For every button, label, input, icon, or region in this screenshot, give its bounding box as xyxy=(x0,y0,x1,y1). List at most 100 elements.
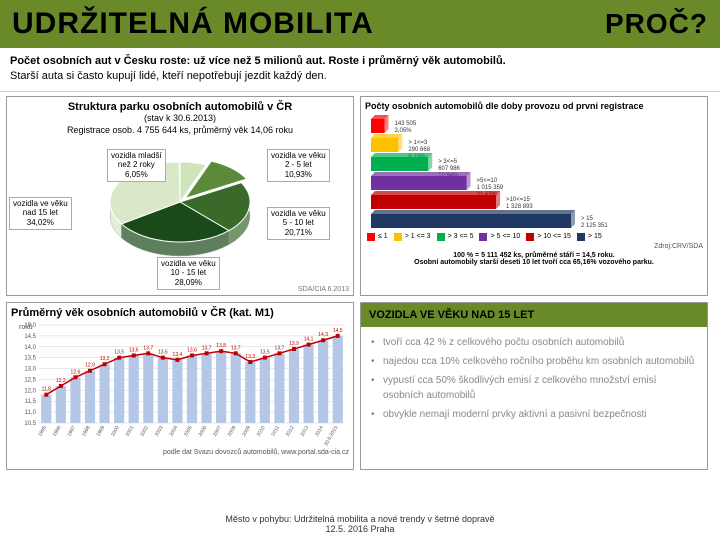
line-title: Průměrný věk osobních automobilů v ČR (k… xyxy=(11,307,349,319)
page-tag: PROČ? xyxy=(605,8,708,40)
bar-legend-item: > 15 xyxy=(577,233,602,241)
bar-bottom: 100 % = 5 111 452 ks, průměrné stáří = 1… xyxy=(365,252,703,266)
line-chart: Průměrný věk osobních automobilů v ČR (k… xyxy=(6,302,354,470)
svg-text:14,0: 14,0 xyxy=(24,345,36,351)
bar-legend-item: > 5 <= 10 xyxy=(479,233,520,241)
svg-text:2006: 2006 xyxy=(198,425,209,438)
svg-text:1996: 1996 xyxy=(52,425,63,438)
bar-credit: Zdroj:CRV/SDA xyxy=(365,243,703,250)
svg-text:13,5: 13,5 xyxy=(260,349,270,355)
pie-subtitle2: Registrace osob. 4 755 644 ks, průměrný … xyxy=(11,125,349,135)
svg-text:13,6: 13,6 xyxy=(187,347,197,353)
svg-text:1997: 1997 xyxy=(66,425,77,438)
svg-text:2004: 2004 xyxy=(168,425,179,438)
svg-text:13,9: 13,9 xyxy=(289,341,299,347)
svg-text:1998: 1998 xyxy=(81,425,92,438)
svg-text:2001: 2001 xyxy=(125,425,136,438)
svg-text:13,4: 13,4 xyxy=(173,352,183,358)
pie-label: vozidla ve věku10 - 15 let28,09% xyxy=(157,257,220,290)
bar-legend-item: > 3 <= 5 xyxy=(437,233,474,241)
bar-chart: Počty osobních automobilů dle doby provo… xyxy=(360,96,708,296)
line-credit: podle dat Svazu dovozců automobilů, www.… xyxy=(11,449,349,456)
svg-text:2002: 2002 xyxy=(139,425,150,438)
svg-text:1 015 359: 1 015 359 xyxy=(477,185,504,191)
footer-line1: Město v pohybu: Udržitelná mobilita a no… xyxy=(225,514,494,524)
pie-label: vozidla ve věkunad 15 let34,02% xyxy=(9,197,72,230)
pie-label: vozidla ve věku2 - 5 let10,93% xyxy=(267,149,330,182)
info-header: VOZIDLA VE VĚKU NAD 15 LET xyxy=(361,303,707,327)
line-svg: 10,511,011,512,012,513,013,514,014,515,0… xyxy=(11,319,351,449)
svg-text:13,7: 13,7 xyxy=(143,345,153,351)
svg-text:10,5: 10,5 xyxy=(24,421,36,427)
svg-text:14,3: 14,3 xyxy=(318,332,328,338)
svg-text:1 328 893: 1 328 893 xyxy=(506,204,533,210)
svg-text:12,0: 12,0 xyxy=(24,388,36,394)
svg-text:143 505: 143 505 xyxy=(395,121,417,127)
svg-text:12,9: 12,9 xyxy=(85,363,95,369)
svg-text:2010: 2010 xyxy=(256,425,267,438)
bar-svg: 143 5053,05%> 1<=3290 6686,19%> 3<=5607 … xyxy=(365,111,705,231)
bar-legend-item: > 10 <= 15 xyxy=(526,233,571,241)
svg-text:13,3: 13,3 xyxy=(245,354,255,360)
info-bullet: vypustí cca 50% škodlivých emisí z celko… xyxy=(371,373,697,403)
svg-text:13,7: 13,7 xyxy=(275,345,285,351)
svg-text:> 15: > 15 xyxy=(581,216,594,222)
svg-text:2011: 2011 xyxy=(271,425,282,438)
pie-subtitle1: (stav k 30.6.2013) xyxy=(11,113,349,123)
bar-legend: ≤ 1 > 1 <= 3 > 3 <= 5 > 5 <= 10 > 10 <= 15 > … xyxy=(365,231,703,243)
subheader: Počet osobních aut v Česku roste: už víc… xyxy=(0,48,720,92)
footer-line2: 12.5. 2016 Praha xyxy=(325,524,394,534)
info-box: VOZIDLA VE VĚKU NAD 15 LET tvoří cca 42 … xyxy=(360,302,708,470)
svg-text:13,5: 13,5 xyxy=(24,355,36,361)
svg-text:roků: roků xyxy=(19,323,33,331)
footer: Město v pohybu: Udržitelná mobilita a no… xyxy=(0,514,720,534)
svg-text:3,05%: 3,05% xyxy=(395,128,413,134)
pie-chart: Struktura parku osobních automobilů v ČR… xyxy=(6,96,354,296)
svg-text:>5<=10: >5<=10 xyxy=(477,178,498,184)
bar-legend-item: ≤ 1 xyxy=(367,233,388,241)
svg-text:2000: 2000 xyxy=(110,425,121,438)
svg-text:13,6: 13,6 xyxy=(129,347,139,353)
info-bullet: obvykle nemají moderní prvky aktivní a p… xyxy=(371,407,697,422)
svg-text:>10<=15: >10<=15 xyxy=(506,197,531,203)
subheader-rest: Starší auta si často kupují lidé, kteří … xyxy=(10,70,327,82)
svg-text:11,5: 11,5 xyxy=(25,399,37,405)
svg-text:13,5: 13,5 xyxy=(114,349,124,355)
svg-text:14,5: 14,5 xyxy=(333,328,343,334)
svg-text:2003: 2003 xyxy=(154,425,165,438)
svg-text:13,8: 13,8 xyxy=(216,343,226,349)
info-body: tvoří cca 42 % z celkového počtu osobníc… xyxy=(361,327,707,434)
svg-text:2005: 2005 xyxy=(183,425,194,438)
svg-text:14,1: 14,1 xyxy=(304,336,314,342)
subheader-bold: Počet osobních aut v Česku roste: už víc… xyxy=(10,55,506,67)
svg-text:> 3<=5: > 3<=5 xyxy=(438,159,458,165)
svg-text:290 668: 290 668 xyxy=(408,147,430,153)
svg-text:11,0: 11,0 xyxy=(25,410,37,416)
svg-text:13,7: 13,7 xyxy=(202,345,212,351)
svg-text:12,5: 12,5 xyxy=(24,377,36,383)
pie-title: Struktura parku osobních automobilů v ČR xyxy=(11,101,349,113)
svg-text:2009: 2009 xyxy=(241,425,252,438)
svg-text:13,5: 13,5 xyxy=(158,349,168,355)
svg-text:2013: 2013 xyxy=(300,425,311,438)
svg-text:13,0: 13,0 xyxy=(24,366,36,372)
svg-text:14,5: 14,5 xyxy=(24,334,36,340)
bar-title: Počty osobních automobilů dle doby provo… xyxy=(365,101,703,111)
svg-text:13,7: 13,7 xyxy=(231,345,241,351)
svg-text:13,2: 13,2 xyxy=(100,356,110,362)
svg-text:> 1<=3: > 1<=3 xyxy=(408,140,428,146)
svg-text:2008: 2008 xyxy=(227,425,238,438)
svg-text:2007: 2007 xyxy=(212,425,223,438)
svg-text:607 986: 607 986 xyxy=(438,166,460,172)
bar-legend-item: > 1 <= 3 xyxy=(394,233,431,241)
pie-label: vozidla mladšínež 2 roky6,05% xyxy=(107,149,166,182)
svg-text:2 125 351: 2 125 351 xyxy=(581,223,608,229)
page-title: UDRŽITELNÁ MOBILITA xyxy=(12,7,374,41)
info-bullet: najedou cca 10% celkového ročního proběh… xyxy=(371,354,697,369)
pie-label: vozidla ve věku5 - 10 let20,71% xyxy=(267,207,330,240)
svg-text:2014: 2014 xyxy=(314,425,325,438)
svg-text:1995: 1995 xyxy=(37,425,48,438)
info-bullet: tvoří cca 42 % z celkového počtu osobníc… xyxy=(371,335,697,350)
svg-text:11,8: 11,8 xyxy=(42,386,52,392)
svg-text:12,6: 12,6 xyxy=(71,369,81,375)
